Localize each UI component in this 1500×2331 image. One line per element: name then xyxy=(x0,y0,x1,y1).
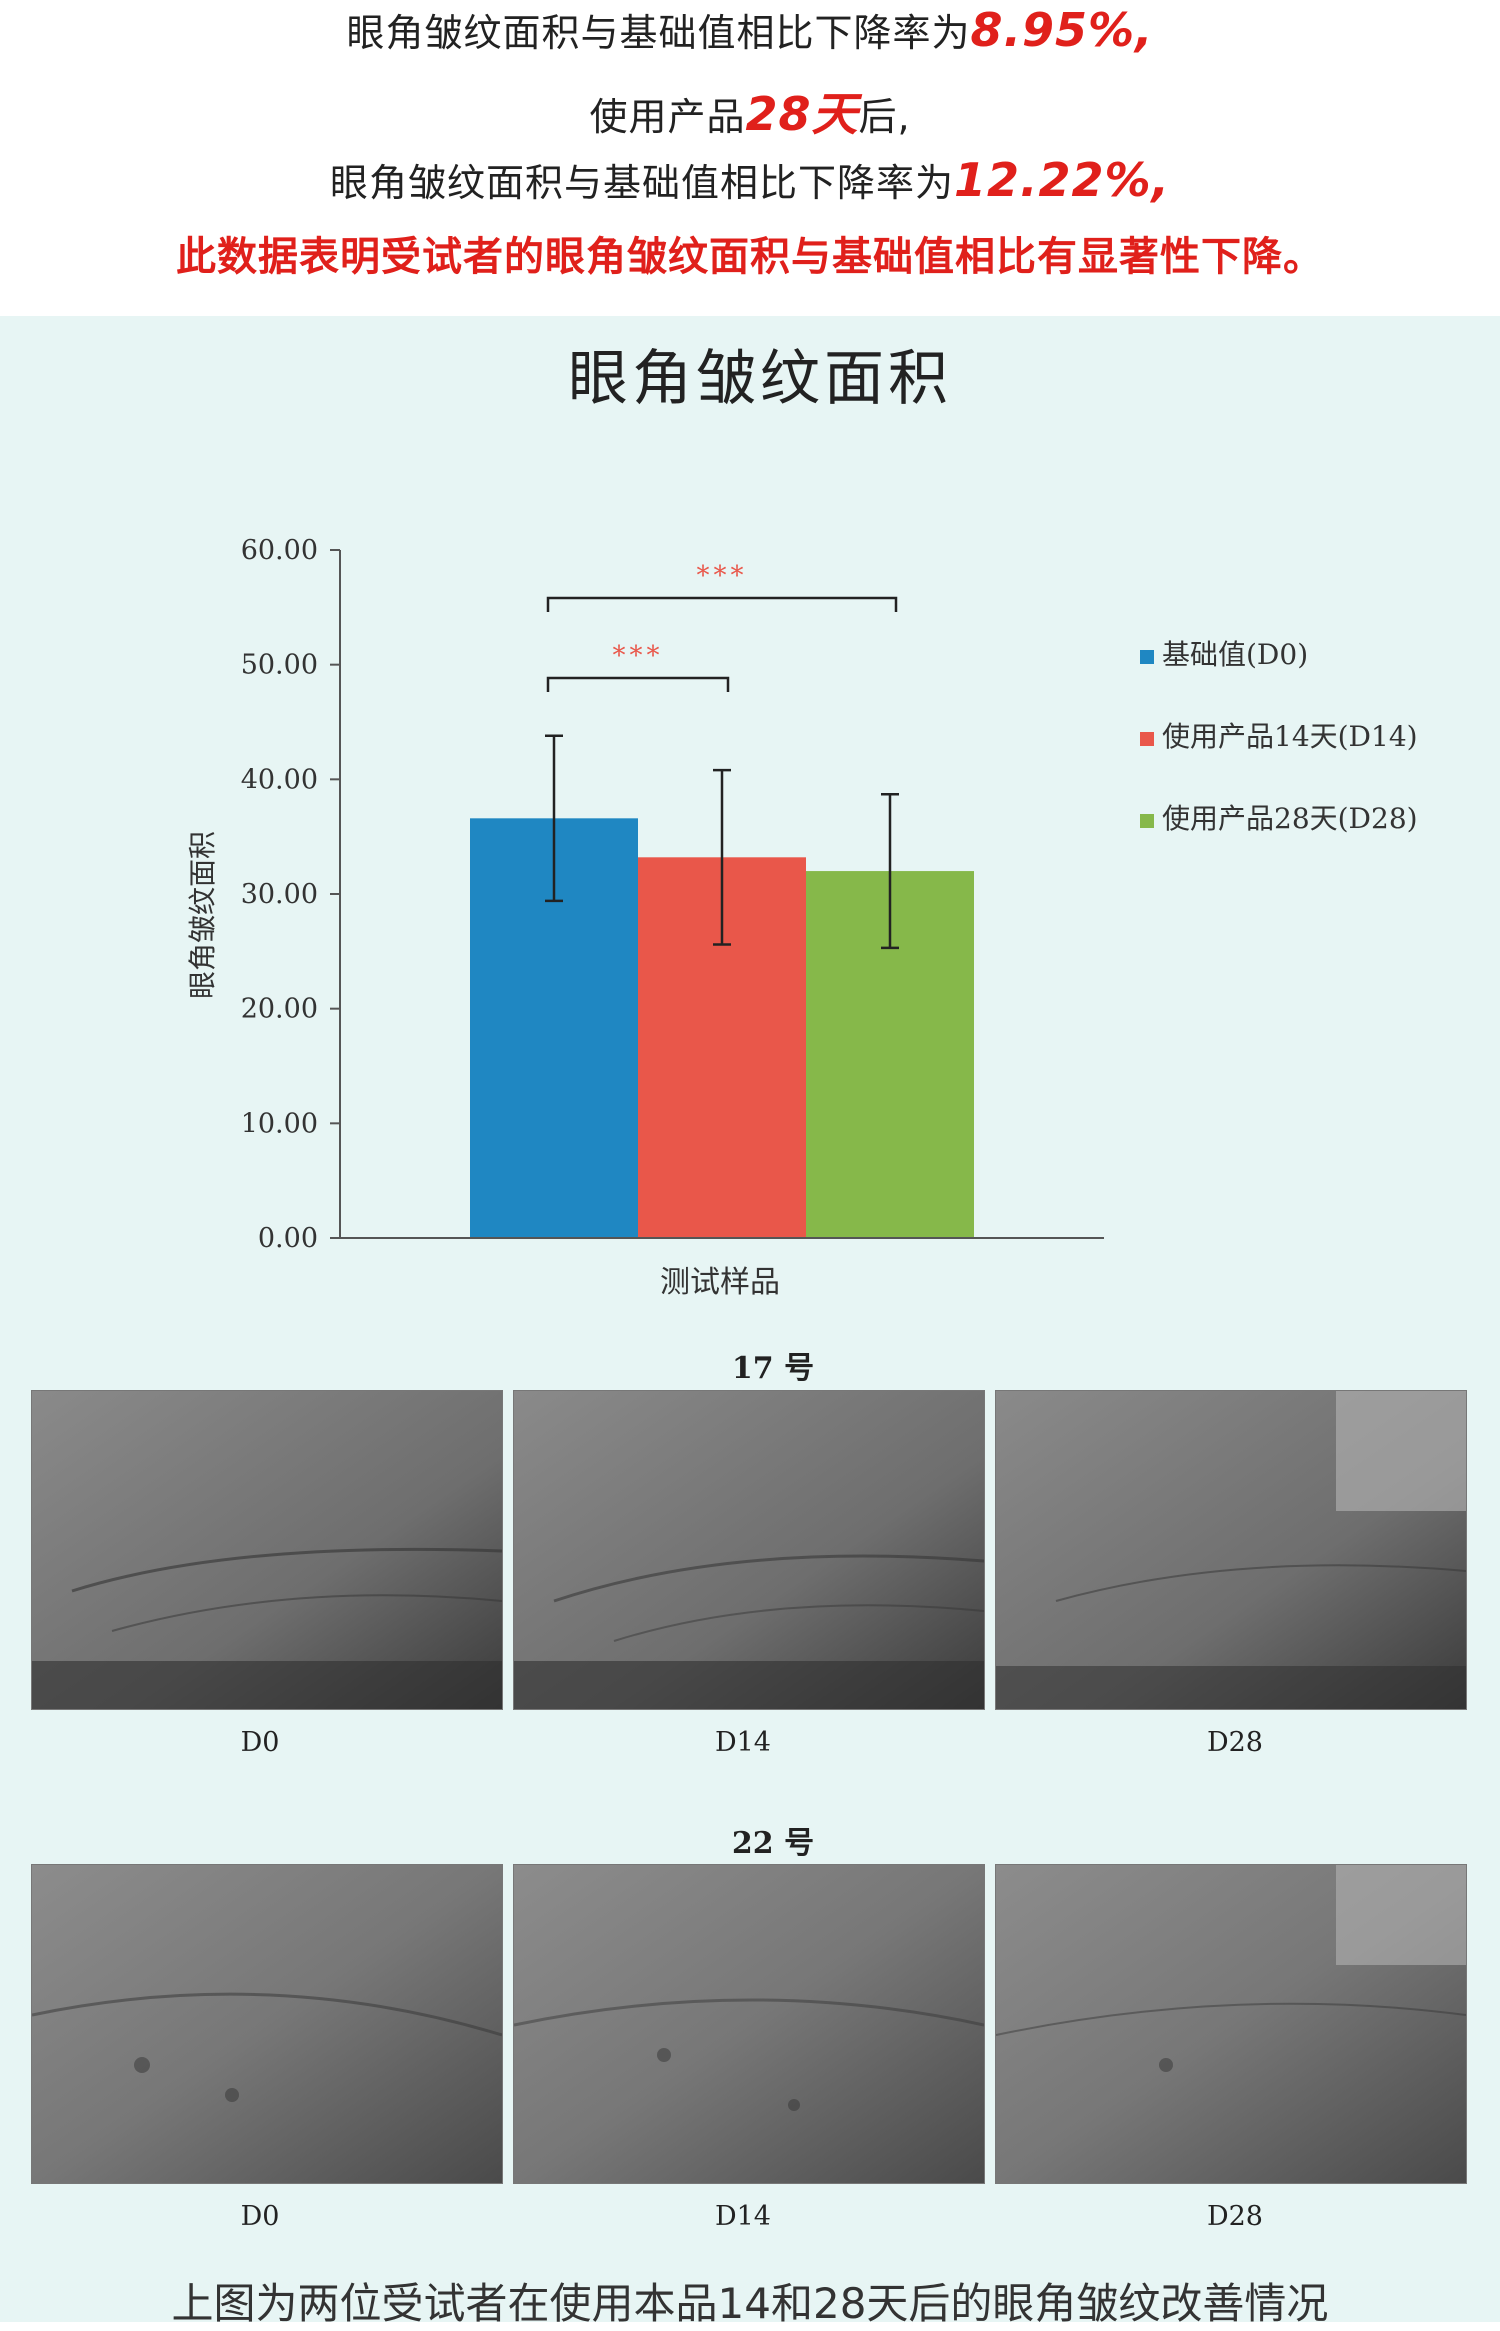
subject-label-1: 17 号 xyxy=(731,1351,815,1386)
significance-bracket xyxy=(546,676,730,692)
line3-value: 12.22%, xyxy=(953,153,1171,207)
skin-photo-22-d14 xyxy=(513,1864,985,2184)
photo-caption-17-d0: D0 xyxy=(240,1727,280,1758)
subject-label-2: 22 号 xyxy=(731,1826,815,1861)
legend-swatch xyxy=(1140,650,1154,664)
y-tick-label: 40.00 xyxy=(241,764,318,795)
bar-chart: 0.00 10.00 20.00 30.00 40.00 50.00 60.00 *** **… xyxy=(186,535,1418,1300)
footer-caption: 上图为两位受试者在使用本品14和28天后的眼角皱纹改善情况 xyxy=(171,2279,1329,2328)
significance-bracket xyxy=(546,596,898,612)
y-tick-label: 50.00 xyxy=(241,650,318,681)
photo-caption-22-d0: D0 xyxy=(240,2201,280,2232)
significance-label: *** xyxy=(613,641,664,671)
photo-caption-17-d28: D28 xyxy=(1206,1727,1263,1758)
y-tick-label: 60.00 xyxy=(241,535,318,566)
y-tick-label: 0.00 xyxy=(258,1223,318,1254)
photo-caption-22-d28: D28 xyxy=(1206,2201,1263,2232)
line1-text: 眼角皱纹面积与基础值相比下降率为 xyxy=(346,11,971,55)
legend-swatch xyxy=(1140,814,1154,828)
skin-photo-22-d28 xyxy=(995,1864,1467,2184)
y-tick-label: 30.00 xyxy=(241,879,318,910)
chart-title: 眼角皱纹面积 xyxy=(568,344,952,414)
skin-photo-17-d28 xyxy=(995,1390,1467,1710)
line2-value: 28天 xyxy=(745,87,859,141)
summary-header: 眼角皱纹面积与基础值相比下降率为8.95%, 使用产品28天后, 眼角皱纹面积与… xyxy=(0,0,1500,316)
summary-line-2: 使用产品28天后, xyxy=(0,78,1500,144)
legend-label: 使用产品28天(D28) xyxy=(1162,802,1418,835)
legend-label: 使用产品14天(D14) xyxy=(1162,720,1418,753)
line2-suffix: 后, xyxy=(858,95,911,139)
skin-photo-17-d0 xyxy=(31,1390,503,1710)
line3-text: 眼角皱纹面积与基础值相比下降率为 xyxy=(329,161,954,205)
x-axis-label: 测试样品 xyxy=(660,1265,780,1300)
skin-photo-22-d0 xyxy=(31,1864,503,2184)
line1-value: 8.95%, xyxy=(970,3,1154,57)
legend-label: 基础值(D0) xyxy=(1162,638,1308,671)
line2-text: 使用产品 xyxy=(589,95,746,139)
conclusion-text: 此数据表明受试者的眼角皱纹面积与基础值相比有显著性下降。 xyxy=(176,234,1324,280)
y-tick-label: 10.00 xyxy=(241,1108,318,1139)
summary-line-1: 眼角皱纹面积与基础值相比下降率为8.95%, xyxy=(0,2,1500,57)
significance-label: *** xyxy=(697,561,748,591)
skin-photo-17-d14 xyxy=(513,1390,985,1710)
y-tick-label: 20.00 xyxy=(241,994,318,1025)
summary-line-3: 眼角皱纹面积与基础值相比下降率为12.22%, xyxy=(0,152,1500,207)
legend-swatch xyxy=(1140,732,1154,746)
y-axis-label: 眼角皱纹面积 xyxy=(186,831,219,999)
photo-caption-17-d14: D14 xyxy=(714,1727,771,1758)
photo-caption-22-d14: D14 xyxy=(714,2201,771,2232)
